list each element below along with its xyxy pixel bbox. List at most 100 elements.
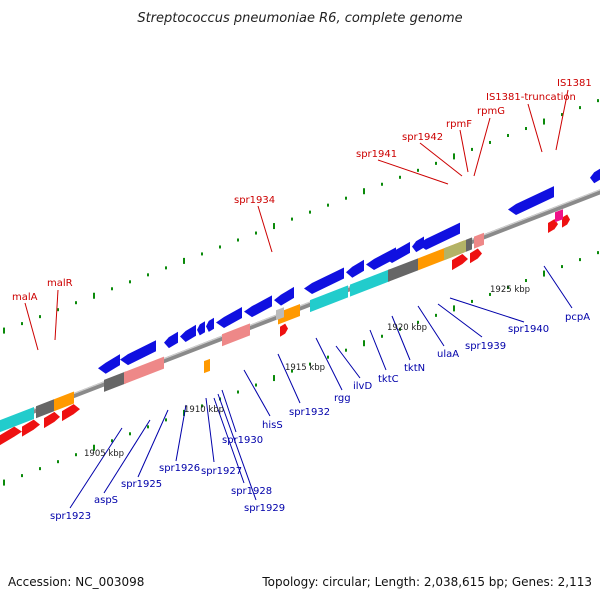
- track-tick: [543, 118, 545, 125]
- feature-orange[interactable]: [204, 358, 210, 374]
- track-tick: [21, 322, 23, 326]
- feature-cds[interactable]: [180, 324, 196, 342]
- track-tick: [417, 168, 419, 172]
- gene-label-spr1939[interactable]: spr1939: [465, 341, 506, 352]
- feature-orange[interactable]: [278, 304, 300, 325]
- gene-label-malA[interactable]: malA: [12, 292, 38, 303]
- label-leader-line: [527, 103, 543, 153]
- track-tick: [255, 231, 257, 235]
- label-leader-line: [437, 303, 483, 338]
- feature-cyan[interactable]: [350, 269, 390, 297]
- label-leader-line: [257, 205, 273, 253]
- feature-is1381[interactable]: [555, 209, 563, 223]
- label-leader-line: [449, 297, 525, 323]
- feature-pink[interactable]: [124, 356, 164, 385]
- track-tick: [345, 196, 347, 200]
- gene-label-spr1927[interactable]: spr1927: [201, 466, 242, 477]
- track-tick: [399, 175, 401, 179]
- feature-cds[interactable]: [508, 186, 554, 215]
- feature-cds[interactable]: [412, 236, 424, 253]
- gene-label-ulaA[interactable]: ulaA: [437, 349, 459, 360]
- gene-label-spr1925[interactable]: spr1925: [121, 479, 162, 490]
- feature-cds[interactable]: [304, 267, 344, 294]
- track-tick: [165, 418, 167, 422]
- feature-cds[interactable]: [197, 321, 205, 336]
- gene-label-hisS[interactable]: hisS: [262, 420, 283, 431]
- gene-label-spr1932[interactable]: spr1932: [289, 407, 330, 418]
- feature-cds[interactable]: [346, 259, 364, 278]
- feature-cds[interactable]: [590, 168, 600, 184]
- track-tick: [489, 140, 491, 144]
- gene-label-IS1381[interactable]: IS1381: [557, 78, 592, 89]
- feature-rna[interactable]: [562, 214, 570, 228]
- gene-label-rpmG[interactable]: rpmG: [477, 106, 505, 117]
- gene-label-spr1940[interactable]: spr1940: [508, 324, 549, 335]
- feature-pink[interactable]: [222, 323, 250, 347]
- gene-label-aspS[interactable]: aspS: [94, 495, 118, 506]
- track-tick: [3, 479, 5, 486]
- track-tick: [363, 340, 365, 347]
- feature-gray[interactable]: [276, 307, 284, 321]
- track-tick: [93, 292, 95, 299]
- gene-label-spr1934[interactable]: spr1934: [234, 195, 275, 206]
- feature-gray[interactable]: [36, 399, 54, 419]
- feature-cds[interactable]: [244, 295, 272, 318]
- feature-cds[interactable]: [216, 306, 242, 329]
- gene-label-spr1928[interactable]: spr1928: [231, 486, 272, 497]
- gene-label-tktN[interactable]: tktN: [404, 363, 425, 374]
- feature-cyan[interactable]: [310, 285, 348, 313]
- gene-label-spr1923[interactable]: spr1923: [50, 511, 91, 522]
- feature-cyan[interactable]: [0, 406, 34, 433]
- gene-label-spr1929[interactable]: spr1929: [244, 503, 285, 514]
- track-tick: [489, 292, 491, 296]
- label-leader-line: [69, 427, 123, 509]
- genome-summary-text: Topology: circular; Length: 2,038,615 bp…: [261, 575, 592, 589]
- feature-rna[interactable]: [280, 323, 288, 337]
- track-tick: [327, 355, 329, 359]
- track-tick: [165, 266, 167, 270]
- feature-cds[interactable]: [384, 241, 410, 263]
- gene-label-spr1926[interactable]: spr1926: [159, 463, 200, 474]
- gene-label-spr1930[interactable]: spr1930: [222, 435, 263, 446]
- feature-cds[interactable]: [164, 331, 178, 349]
- feature-rna[interactable]: [548, 219, 558, 233]
- gene-label-malR[interactable]: malR: [47, 278, 73, 289]
- gene-label-tktC[interactable]: tktC: [378, 374, 399, 385]
- track-tick: [129, 280, 131, 284]
- feature-rna[interactable]: [62, 404, 80, 422]
- feature-cds[interactable]: [366, 247, 396, 270]
- feature-cds[interactable]: [274, 286, 294, 306]
- feature-pink[interactable]: [474, 232, 484, 249]
- feature-rna[interactable]: [22, 419, 40, 437]
- accession-text: Accession: NC_003098: [8, 575, 144, 589]
- gene-label-ilvD[interactable]: ilvD: [353, 381, 372, 392]
- tick-track-upper: [3, 99, 599, 334]
- gene-label-spr1942[interactable]: spr1942: [402, 132, 443, 143]
- feature-rna[interactable]: [470, 248, 482, 264]
- feature-gray[interactable]: [466, 237, 472, 252]
- track-tick: [561, 113, 563, 117]
- feature-orange[interactable]: [54, 391, 74, 412]
- track-tick: [309, 362, 311, 366]
- track-tick: [543, 270, 545, 277]
- feature-olive[interactable]: [444, 239, 466, 261]
- feature-cds[interactable]: [120, 340, 156, 366]
- feature-gray[interactable]: [104, 371, 126, 392]
- feature-rna[interactable]: [452, 253, 468, 271]
- feature-rna[interactable]: [44, 411, 60, 429]
- gene-label-IS1381-truncation[interactable]: IS1381-truncation: [486, 92, 576, 103]
- gene-label-pcpA[interactable]: pcpA: [565, 312, 590, 323]
- gene-label-rgg[interactable]: rgg: [334, 393, 351, 404]
- track-tick: [147, 273, 149, 277]
- feature-cds[interactable]: [206, 317, 214, 332]
- feature-cds[interactable]: [98, 354, 120, 374]
- feature-cds[interactable]: [418, 222, 460, 250]
- gene-label-spr1941[interactable]: spr1941: [356, 149, 397, 160]
- feature-rna[interactable]: [0, 426, 22, 446]
- track-tick: [183, 257, 185, 264]
- track-tick: [525, 279, 527, 283]
- gene-label-rpmF[interactable]: rpmF: [446, 119, 472, 130]
- feature-gray[interactable]: [388, 258, 418, 282]
- track-tick: [39, 467, 41, 471]
